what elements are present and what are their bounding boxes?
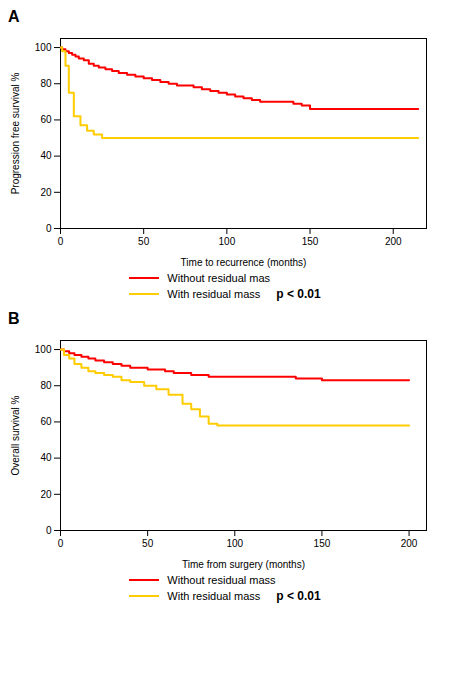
svg-text:0: 0 bbox=[46, 223, 52, 234]
svg-text:60: 60 bbox=[40, 114, 52, 125]
svg-text:0: 0 bbox=[46, 525, 52, 536]
svg-text:20: 20 bbox=[40, 187, 52, 198]
svg-text:Progression free survival %: Progression free survival % bbox=[10, 73, 21, 195]
svg-text:60: 60 bbox=[40, 416, 52, 427]
svg-text:40: 40 bbox=[40, 452, 52, 463]
svg-text:Time to recurrence (months): Time to recurrence (months) bbox=[181, 257, 307, 268]
svg-text:0: 0 bbox=[58, 236, 64, 247]
svg-text:100: 100 bbox=[35, 344, 52, 355]
svg-text:80: 80 bbox=[40, 78, 52, 89]
svg-text:Time from surgery (months): Time from surgery (months) bbox=[182, 559, 305, 570]
svg-text:100: 100 bbox=[35, 42, 52, 53]
html-text:With residual mass: With residual mass bbox=[167, 590, 261, 602]
svg-text:150: 150 bbox=[302, 236, 319, 247]
html-text:A: A bbox=[8, 8, 20, 25]
html-text:Without residual mas: Without residual mas bbox=[167, 272, 271, 284]
svg-text:20: 20 bbox=[40, 489, 52, 500]
svg-text:40: 40 bbox=[40, 150, 52, 161]
svg-text:50: 50 bbox=[138, 236, 150, 247]
html-text:p < 0.01: p < 0.01 bbox=[276, 589, 321, 603]
svg-text:Overall survival %: Overall survival % bbox=[10, 395, 21, 475]
svg-text:200: 200 bbox=[385, 236, 402, 247]
svg-text:0: 0 bbox=[58, 538, 64, 549]
svg-text:200: 200 bbox=[401, 538, 418, 549]
html-text:p < 0.01: p < 0.01 bbox=[276, 287, 321, 301]
html-text:B: B bbox=[8, 310, 20, 327]
svg-text:100: 100 bbox=[219, 236, 236, 247]
svg-text:150: 150 bbox=[314, 538, 331, 549]
svg-text:50: 50 bbox=[142, 538, 154, 549]
html-text:With residual mass: With residual mass bbox=[167, 288, 261, 300]
html-text:Without residual mass: Without residual mass bbox=[167, 574, 276, 586]
svg-text:80: 80 bbox=[40, 380, 52, 391]
svg-text:100: 100 bbox=[226, 538, 243, 549]
